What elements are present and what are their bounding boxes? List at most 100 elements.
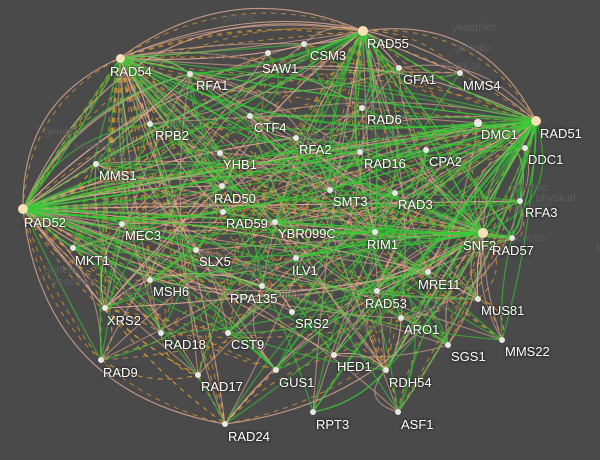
edge-group-coexpression [22, 30, 544, 425]
network-edge [22, 208, 387, 371]
network-node-label: SRS2 [295, 316, 329, 331]
network-node[interactable] [358, 104, 366, 112]
network-edge [312, 120, 537, 413]
network-node[interactable] [516, 197, 524, 205]
network-edge [22, 208, 479, 300]
network-edge [119, 55, 191, 75]
network-edge [22, 208, 102, 361]
network-edge [119, 52, 363, 109]
network-edge [374, 231, 416, 413]
network-node[interactable] [521, 144, 529, 152]
network-edge [95, 163, 197, 251]
network-node[interactable] [224, 329, 232, 337]
network-node[interactable] [474, 295, 482, 303]
network-node[interactable] [97, 356, 105, 364]
network-node[interactable] [395, 64, 403, 72]
network-node[interactable] [118, 220, 126, 228]
network-node[interactable] [272, 366, 280, 374]
network-edge [72, 247, 226, 425]
network-node[interactable] [194, 371, 202, 379]
network-edge [355, 30, 402, 319]
network-node[interactable] [186, 70, 194, 78]
network-node[interactable] [356, 148, 364, 156]
network-node[interactable] [300, 40, 308, 48]
network-node[interactable] [498, 336, 506, 344]
network-node[interactable] [309, 408, 317, 416]
network-node[interactable] [330, 351, 338, 359]
network-node[interactable] [288, 308, 296, 316]
network-edge [100, 223, 123, 309]
network-node-label: MMS22 [505, 344, 550, 359]
network-edge [149, 115, 479, 125]
network-edge [104, 123, 151, 309]
network-node[interactable] [218, 182, 226, 190]
network-node[interactable] [216, 149, 224, 157]
network-node[interactable] [422, 146, 430, 154]
network-node[interactable] [474, 119, 482, 127]
network-edge [275, 120, 537, 371]
network-node[interactable] [531, 116, 541, 126]
network-node[interactable] [258, 282, 266, 290]
network-node[interactable] [115, 53, 125, 63]
network-node[interactable] [478, 228, 488, 238]
network-edge [261, 107, 363, 287]
network-node[interactable] [219, 208, 227, 216]
network-node[interactable] [246, 112, 254, 120]
network-node[interactable] [373, 287, 381, 295]
network-node[interactable] [371, 228, 379, 236]
network-node[interactable] [456, 69, 464, 77]
network-node[interactable] [146, 120, 154, 128]
network-edge [119, 42, 305, 59]
network-node[interactable] [146, 276, 154, 284]
network-node[interactable] [391, 189, 399, 197]
network-edge [22, 208, 277, 371]
network-edge [189, 73, 449, 346]
network-edge [295, 120, 537, 259]
network-node[interactable] [424, 268, 432, 276]
network-edge [362, 30, 537, 122]
network-edge [482, 120, 544, 234]
network-edge [362, 30, 461, 74]
network-node[interactable] [92, 160, 100, 168]
network-edge [362, 30, 399, 233]
network-node[interactable] [69, 244, 77, 252]
network-node[interactable] [444, 341, 452, 349]
network-node[interactable] [382, 366, 390, 374]
network-node[interactable] [264, 49, 272, 57]
network-node[interactable] [508, 234, 516, 242]
network-node[interactable] [271, 218, 279, 226]
network-edge [22, 208, 162, 334]
network-node-label: RAD24 [228, 429, 270, 444]
network-edge [312, 30, 364, 413]
network-edge [189, 73, 503, 341]
network-edge [22, 208, 335, 356]
network-node[interactable] [292, 134, 300, 142]
network-node[interactable] [292, 254, 300, 262]
network-node-label: RAD3 [398, 197, 433, 212]
network-edge [22, 185, 223, 226]
network-edge [104, 307, 226, 425]
network-node-label: XRS2 [107, 313, 141, 328]
network-node[interactable] [358, 26, 368, 36]
network-edge [22, 208, 102, 361]
network-node[interactable] [397, 314, 405, 322]
network-edge [22, 27, 364, 210]
network-node[interactable] [326, 186, 334, 194]
network-node[interactable] [192, 246, 200, 254]
network-edge [22, 208, 226, 425]
network-node[interactable] [221, 420, 229, 428]
network-edge [445, 232, 484, 346]
network-edge [119, 57, 162, 334]
network-node[interactable] [157, 329, 165, 337]
network-node[interactable] [17, 203, 29, 215]
network-node-label: RAD9 [103, 365, 138, 380]
network-edge [119, 57, 399, 413]
network-edge [160, 232, 484, 334]
network-node[interactable] [101, 304, 109, 312]
network-node-label: SLX5 [199, 254, 231, 269]
network-node[interactable] [394, 408, 402, 416]
network-edge [291, 107, 364, 313]
network-edge [376, 120, 537, 292]
network-edge [291, 120, 537, 313]
